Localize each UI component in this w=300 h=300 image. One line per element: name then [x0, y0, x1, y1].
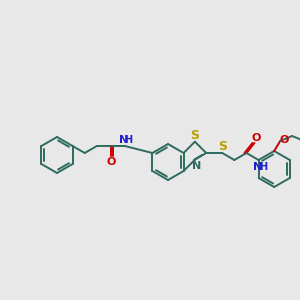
- Text: O: O: [252, 133, 261, 143]
- Text: S: S: [190, 129, 200, 142]
- Text: N: N: [192, 161, 202, 171]
- Text: N: N: [119, 135, 128, 145]
- Text: O: O: [106, 157, 116, 167]
- Text: N: N: [253, 162, 262, 172]
- Text: H: H: [260, 162, 268, 172]
- Text: S: S: [218, 140, 227, 154]
- Text: O: O: [280, 135, 289, 145]
- Text: H: H: [124, 135, 132, 145]
